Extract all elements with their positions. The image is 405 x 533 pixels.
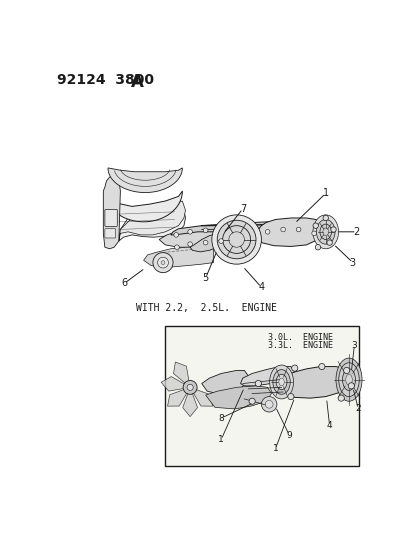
Text: 6: 6 xyxy=(121,278,127,288)
Text: 3.3L.  ENGINE: 3.3L. ENGINE xyxy=(268,341,333,350)
FancyBboxPatch shape xyxy=(105,209,117,227)
FancyBboxPatch shape xyxy=(165,326,359,466)
Text: 4: 4 xyxy=(258,282,264,292)
Ellipse shape xyxy=(229,232,244,247)
Circle shape xyxy=(312,231,316,236)
Ellipse shape xyxy=(187,384,193,391)
Text: 5: 5 xyxy=(202,273,209,283)
Polygon shape xyxy=(105,191,182,222)
Ellipse shape xyxy=(153,253,173,273)
Polygon shape xyxy=(258,218,324,246)
Circle shape xyxy=(281,227,286,232)
Circle shape xyxy=(348,383,354,389)
Circle shape xyxy=(188,230,192,234)
Text: 3: 3 xyxy=(352,341,357,350)
Ellipse shape xyxy=(212,215,261,264)
Polygon shape xyxy=(183,387,198,417)
Circle shape xyxy=(174,232,179,237)
Circle shape xyxy=(327,240,333,245)
Polygon shape xyxy=(103,175,120,249)
Ellipse shape xyxy=(273,370,290,394)
Ellipse shape xyxy=(265,400,273,408)
Circle shape xyxy=(249,398,255,405)
Polygon shape xyxy=(171,222,303,235)
Text: 92124  3800: 92124 3800 xyxy=(57,73,154,87)
Ellipse shape xyxy=(339,363,359,397)
Circle shape xyxy=(265,230,270,234)
Polygon shape xyxy=(159,225,217,247)
Polygon shape xyxy=(119,204,185,241)
Text: 2: 2 xyxy=(354,227,360,237)
Ellipse shape xyxy=(320,224,332,239)
Circle shape xyxy=(313,223,318,228)
Ellipse shape xyxy=(217,220,256,259)
Ellipse shape xyxy=(270,365,294,399)
Polygon shape xyxy=(173,362,190,387)
Circle shape xyxy=(219,239,224,244)
Polygon shape xyxy=(279,367,351,398)
Ellipse shape xyxy=(261,397,277,412)
Text: 3: 3 xyxy=(350,257,356,268)
Ellipse shape xyxy=(276,374,287,390)
Polygon shape xyxy=(119,201,185,241)
Circle shape xyxy=(296,227,301,232)
Circle shape xyxy=(331,227,336,232)
Ellipse shape xyxy=(316,220,335,244)
Ellipse shape xyxy=(313,215,339,249)
Polygon shape xyxy=(206,386,271,409)
Text: 9: 9 xyxy=(286,431,292,440)
Text: 1: 1 xyxy=(273,445,278,454)
Polygon shape xyxy=(241,367,295,386)
Polygon shape xyxy=(190,233,220,252)
Polygon shape xyxy=(144,247,213,267)
Ellipse shape xyxy=(183,381,197,394)
Circle shape xyxy=(288,393,294,400)
Ellipse shape xyxy=(343,369,356,391)
Circle shape xyxy=(315,245,321,250)
Text: 1: 1 xyxy=(323,188,329,198)
Ellipse shape xyxy=(223,225,251,253)
Ellipse shape xyxy=(346,374,352,385)
Text: 8: 8 xyxy=(218,414,224,423)
Text: 2: 2 xyxy=(356,405,361,414)
Circle shape xyxy=(338,395,344,401)
Circle shape xyxy=(323,215,328,221)
Polygon shape xyxy=(168,387,190,406)
Circle shape xyxy=(292,365,298,371)
Circle shape xyxy=(175,245,179,249)
Circle shape xyxy=(343,367,350,374)
Circle shape xyxy=(319,364,325,370)
Ellipse shape xyxy=(158,257,168,268)
Ellipse shape xyxy=(323,228,328,236)
Circle shape xyxy=(188,242,192,246)
Text: 7: 7 xyxy=(240,204,246,214)
Text: WITH 2.2,  2.5L.  ENGINE: WITH 2.2, 2.5L. ENGINE xyxy=(136,303,277,313)
Ellipse shape xyxy=(161,261,165,264)
Text: A: A xyxy=(130,73,143,91)
Polygon shape xyxy=(161,377,190,391)
Text: 1: 1 xyxy=(218,435,224,444)
Ellipse shape xyxy=(336,358,362,401)
Polygon shape xyxy=(190,387,213,406)
Circle shape xyxy=(255,381,261,386)
Circle shape xyxy=(203,228,208,232)
Circle shape xyxy=(203,240,208,245)
Text: 3.0L.  ENGINE: 3.0L. ENGINE xyxy=(268,334,333,343)
FancyBboxPatch shape xyxy=(105,229,116,238)
Polygon shape xyxy=(108,168,182,192)
Text: 4: 4 xyxy=(327,422,333,430)
Ellipse shape xyxy=(279,378,284,386)
Polygon shape xyxy=(202,370,248,393)
